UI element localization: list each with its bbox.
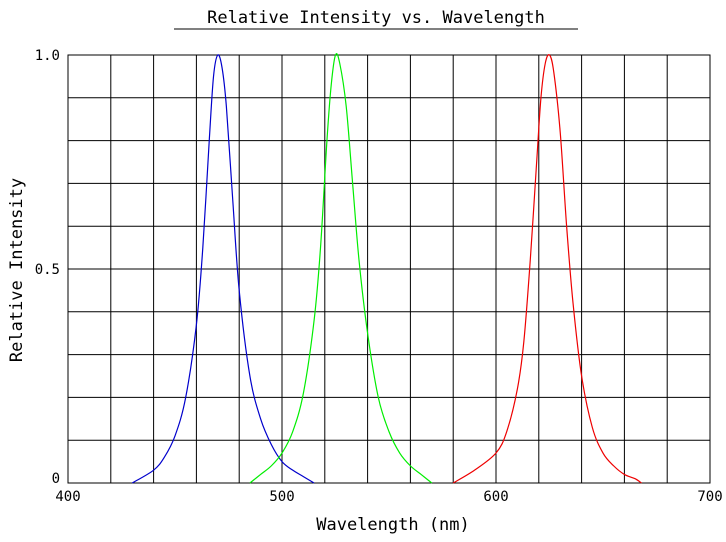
x-tick-label: 700 [697,489,722,505]
y-tick-labels: 0 0.5 1.0 [35,48,60,487]
y-tick-label: 1.0 [35,48,60,64]
y-axis-label: Relative Intensity [7,178,27,362]
series-line-3 [452,54,642,484]
y-tick-label: 0 [52,471,60,487]
x-tick-label: 500 [269,489,294,505]
x-axis-label: Wavelength (nm) [316,515,470,535]
y-tick-label: 0.5 [35,262,60,278]
x-tick-label: 600 [483,489,508,505]
plot-frame [67,54,711,484]
x-tick-label: 400 [55,489,80,505]
chart-title: Relative Intensity vs. Wavelength [207,8,545,28]
series-line-2 [249,53,433,484]
x-tick-labels: 400 500 600 700 [55,489,722,505]
series-group [131,53,642,484]
series-line-1 [131,54,315,484]
